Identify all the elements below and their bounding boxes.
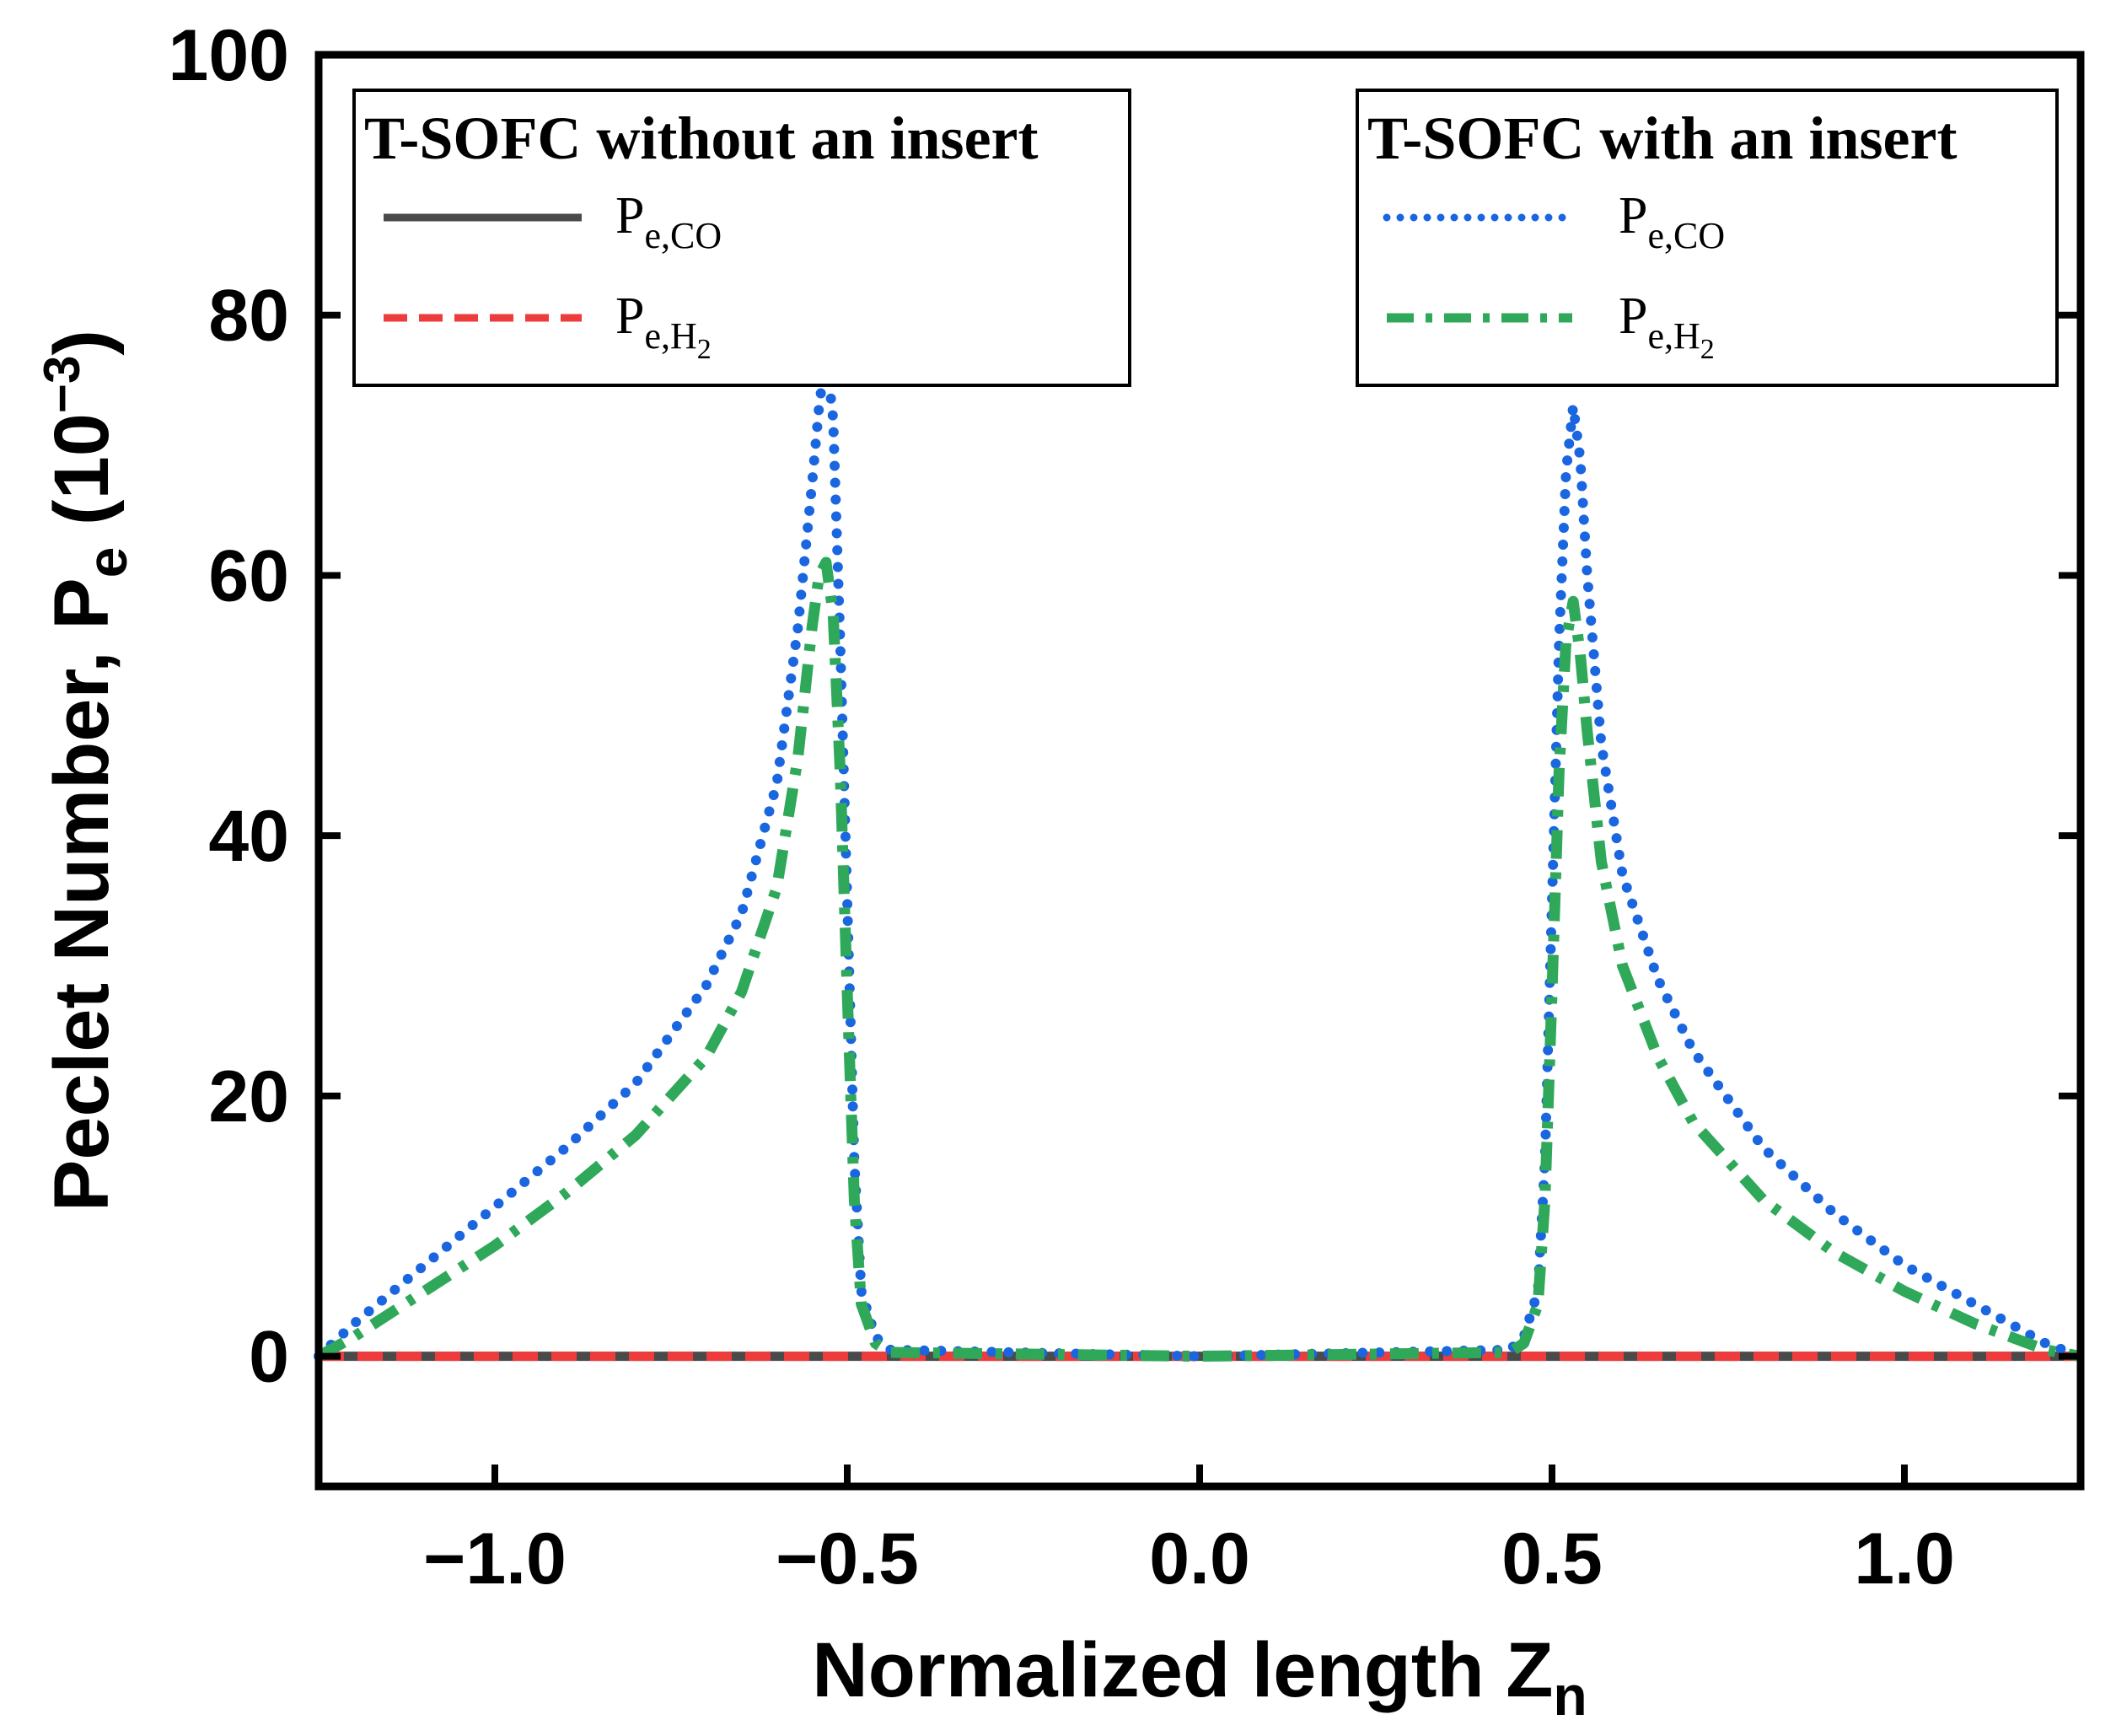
y-tick-label: 20 — [208, 1056, 289, 1137]
legend-without-insert-title: T-SOFC without an insert — [364, 105, 1038, 172]
x-tick-label: 1.0 — [1854, 1518, 1955, 1599]
y-tick-label: 0 — [249, 1317, 289, 1398]
plot-frame — [314, 51, 2085, 1491]
legend-with-insert-label-h2: Pe,H2 — [1619, 288, 1715, 365]
y-axis-title-text: Peclet Number, P — [39, 578, 125, 1212]
y-tick-label: 40 — [208, 796, 289, 877]
legend-without-insert-label-h2: Pe,H2 — [615, 288, 712, 365]
series-3-line — [315, 556, 2082, 1362]
legend-without-insert: T-SOFC without an insert Pe,CO Pe,H2 — [352, 89, 1131, 387]
x-tick-label: −0.5 — [776, 1518, 919, 1599]
legend-with-insert-label-co: Pe,CO — [1619, 187, 1725, 256]
legend-with-insert-title: T-SOFC with an insert — [1367, 105, 1957, 172]
y-axis-title-unit-open: (10 — [39, 413, 125, 525]
y-axis-title-unit-exp: −3 — [34, 356, 90, 413]
x-tick-label: 0.5 — [1501, 1518, 1603, 1599]
y-axis-title: Peclet Number, Pe (10−3) — [34, 330, 138, 1212]
tick-layer: −1.0 −0.5 0.0 0.5 1.0 0 20 40 60 80 100 — [169, 15, 2081, 1599]
legend-without-insert-label-co: Pe,CO — [615, 187, 722, 256]
x-axis-title-sub: n — [1553, 1664, 1587, 1727]
y-tick-label: 60 — [208, 535, 289, 616]
series-2-line — [314, 349, 2086, 1362]
series-layer — [314, 349, 2086, 1362]
y-axis-title-unit — [39, 525, 125, 547]
y-axis-title-sub: e — [76, 547, 138, 578]
x-tick-label: −1.0 — [423, 1518, 567, 1599]
x-tick-label: 0.0 — [1149, 1518, 1250, 1599]
y-tick-label: 100 — [169, 15, 290, 96]
legend-with-insert: T-SOFC with an insert Pe,CO Pe,H2 — [1356, 89, 2059, 387]
x-axis-title: Normalized length Zn — [812, 1627, 1587, 1727]
x-axis-title-text: Normalized length Z — [812, 1627, 1553, 1713]
y-tick-label: 80 — [208, 276, 289, 357]
y-axis-title-unit-close: ) — [39, 330, 125, 356]
